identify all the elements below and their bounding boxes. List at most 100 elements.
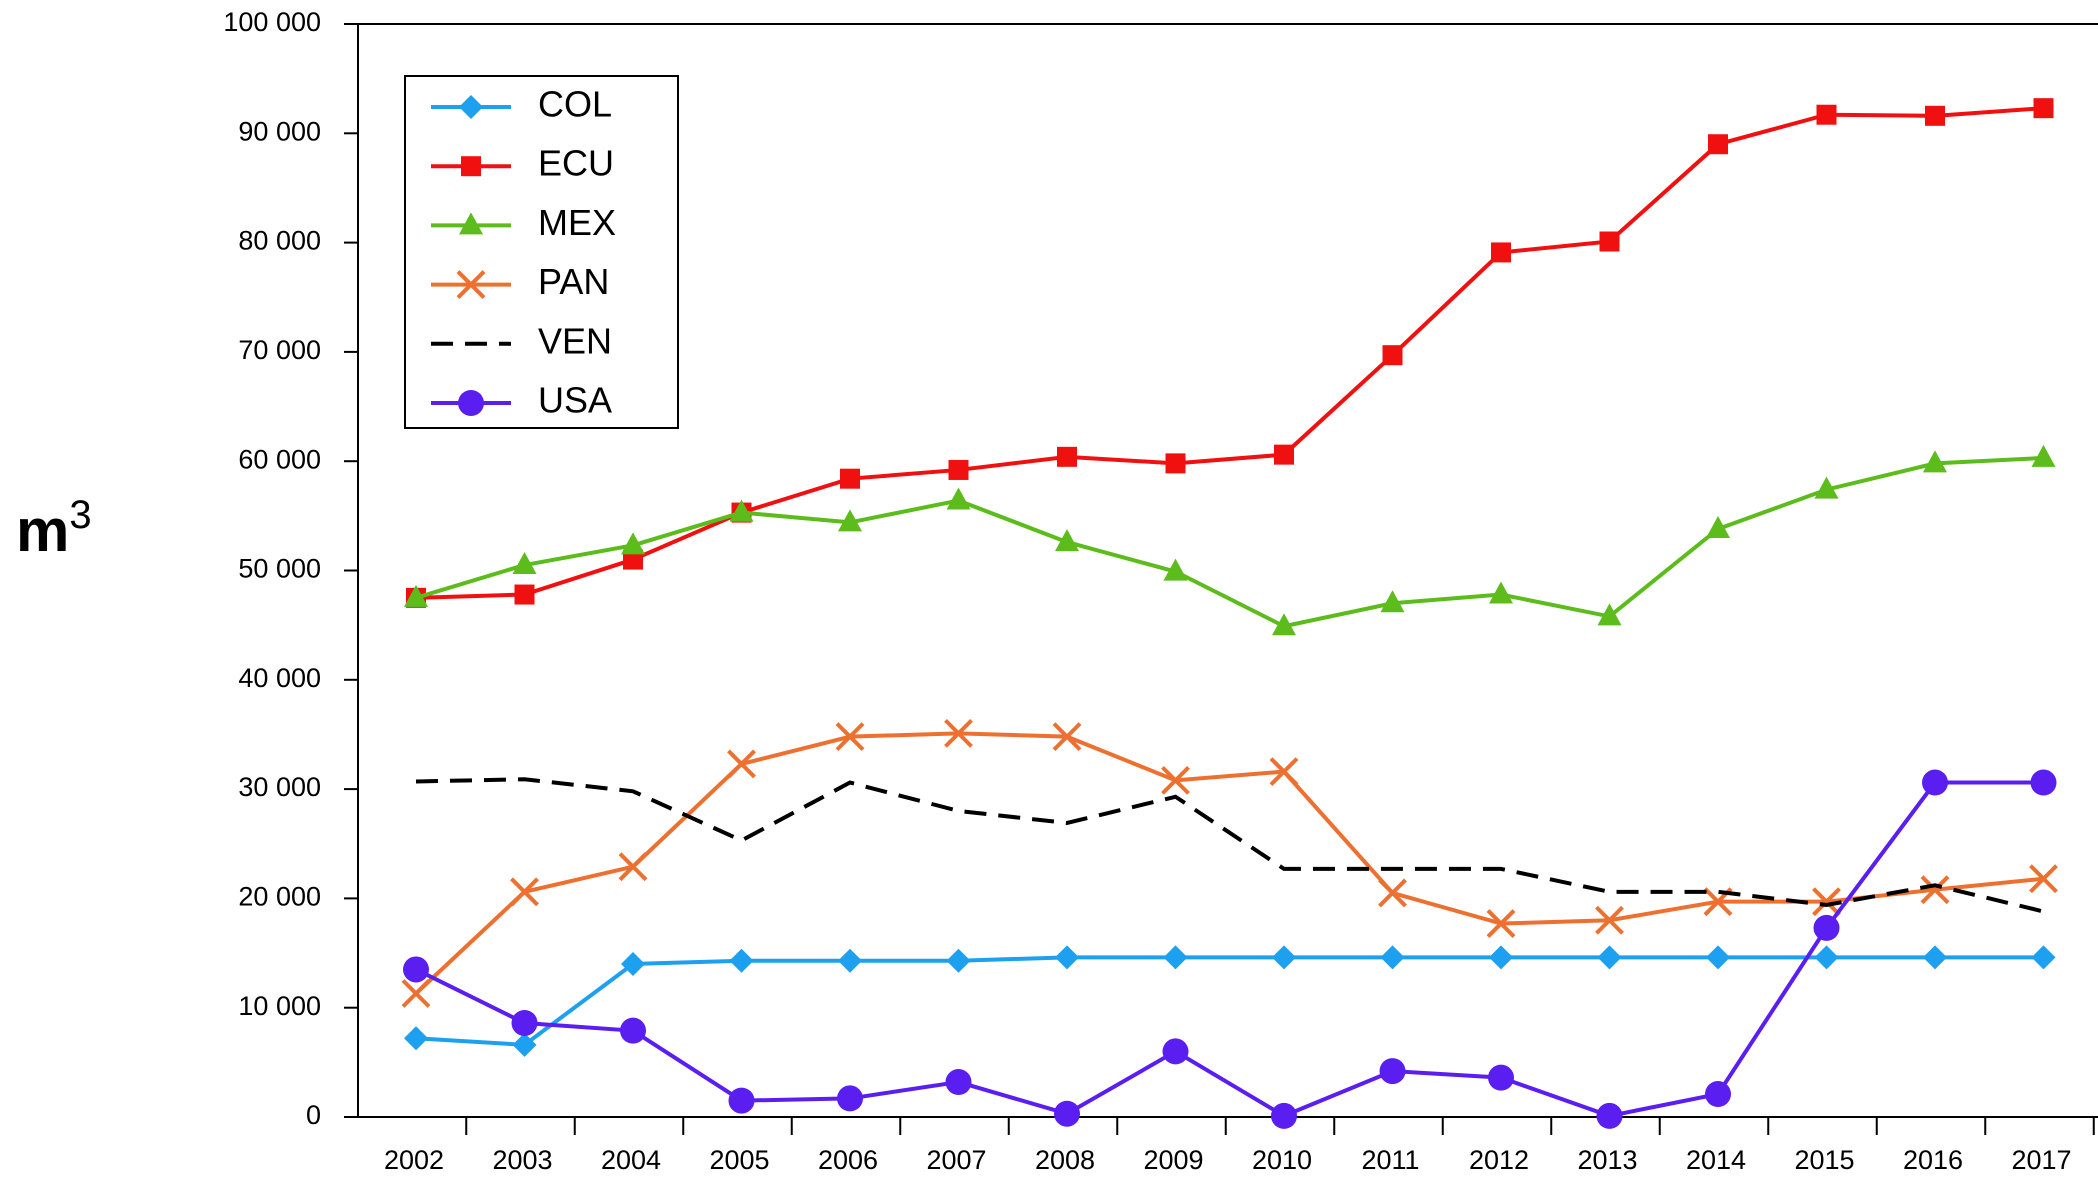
y-tick-label: 50 000 xyxy=(238,554,321,584)
point xyxy=(1596,1102,1623,1129)
point xyxy=(512,1032,537,1057)
point xyxy=(838,948,862,973)
point xyxy=(835,722,865,752)
point xyxy=(514,584,535,605)
legend-label: VEN xyxy=(538,320,612,361)
point xyxy=(1925,105,1945,126)
point xyxy=(1920,875,1950,905)
point xyxy=(1813,914,1840,941)
point xyxy=(1054,1100,1080,1127)
point xyxy=(729,948,754,973)
point xyxy=(1599,231,1620,252)
x-tick-label: 2005 xyxy=(709,1145,769,1175)
point xyxy=(840,468,860,489)
point xyxy=(1380,945,1405,970)
point xyxy=(2029,864,2058,894)
point xyxy=(1052,722,1082,752)
x-tick-label: 2015 xyxy=(1794,1145,1854,1175)
y-tick-label: 10 000 xyxy=(238,991,321,1021)
x-tick-label: 2014 xyxy=(1686,1145,1746,1175)
point xyxy=(511,1010,538,1037)
y-tick-label: 30 000 xyxy=(238,772,321,802)
point xyxy=(1055,529,1079,552)
point xyxy=(404,584,428,607)
point xyxy=(1380,590,1405,613)
point xyxy=(1923,450,1947,473)
y-tick-label: 70 000 xyxy=(238,335,321,365)
point xyxy=(404,1026,428,1051)
x-tick-label: 2010 xyxy=(1252,1145,1312,1175)
point xyxy=(1597,603,1622,626)
point xyxy=(945,1069,972,1096)
point xyxy=(1382,345,1403,366)
point xyxy=(1816,104,1837,125)
legend: COL ECU MEX PAN VEN USA xyxy=(404,75,679,429)
point xyxy=(1274,444,1294,465)
point xyxy=(512,552,537,575)
legend-box xyxy=(404,75,679,429)
point xyxy=(1488,1064,1514,1091)
point xyxy=(1271,1102,1297,1129)
y-axis-label-base: m xyxy=(16,497,69,564)
point xyxy=(1272,945,1296,970)
legend-marker xyxy=(459,212,483,235)
legend-label: USA xyxy=(538,380,612,421)
point xyxy=(403,956,429,983)
point xyxy=(948,459,969,480)
point xyxy=(946,948,971,973)
legend-label: COL xyxy=(538,84,612,125)
point xyxy=(1489,945,1513,970)
point xyxy=(2031,945,2056,970)
point xyxy=(510,877,539,907)
series-line xyxy=(414,731,2044,995)
point xyxy=(1379,1058,1406,1085)
legend-marker xyxy=(461,156,481,177)
point xyxy=(1269,757,1299,787)
y-tick-label: 80 000 xyxy=(238,226,321,256)
point xyxy=(621,951,645,976)
point xyxy=(1055,945,1079,970)
point xyxy=(620,1017,646,1044)
y-tick-label: 90 000 xyxy=(238,116,321,146)
legend-marker xyxy=(456,270,486,300)
x-tick-label: 2007 xyxy=(926,1145,986,1175)
point xyxy=(618,852,648,882)
point xyxy=(1814,945,1839,970)
x-tick-label: 2011 xyxy=(1361,1145,1419,1175)
point xyxy=(1812,887,1841,917)
point xyxy=(1595,905,1624,935)
legend-label: MEX xyxy=(538,202,616,243)
series-line xyxy=(415,955,2044,1047)
point xyxy=(1163,558,1188,581)
point xyxy=(838,509,862,532)
x-tick-label: 2012 xyxy=(1469,1145,1529,1175)
point xyxy=(1708,134,1728,155)
y-tick-label: 60 000 xyxy=(238,444,321,474)
x-tick-label: 2003 xyxy=(492,1145,552,1175)
point xyxy=(1597,945,1622,970)
point xyxy=(1706,515,1730,538)
y-tick-label: 0 xyxy=(306,1100,321,1130)
x-tick-label: 2017 xyxy=(2011,1145,2071,1175)
point xyxy=(728,1087,755,1114)
x-tick-label: 2013 xyxy=(1577,1145,1637,1175)
series-line xyxy=(415,455,2044,629)
y-tick-label: 100 000 xyxy=(223,7,321,37)
legend-marker xyxy=(458,390,484,416)
point xyxy=(1163,945,1188,970)
point xyxy=(1705,1081,1731,1108)
x-tick-label: 2006 xyxy=(818,1145,878,1175)
series-line xyxy=(415,777,2044,914)
point xyxy=(944,718,973,748)
legend-label: PAN xyxy=(538,261,609,302)
x-tick-label: 2004 xyxy=(601,1145,661,1175)
y-axis-label-sup: 3 xyxy=(69,493,91,537)
point xyxy=(837,1085,863,1112)
y-tick-label: 20 000 xyxy=(238,882,321,912)
point xyxy=(1057,446,1077,467)
point xyxy=(621,532,645,555)
point xyxy=(2031,444,2056,467)
point xyxy=(1814,476,1839,499)
point xyxy=(1378,878,1407,908)
